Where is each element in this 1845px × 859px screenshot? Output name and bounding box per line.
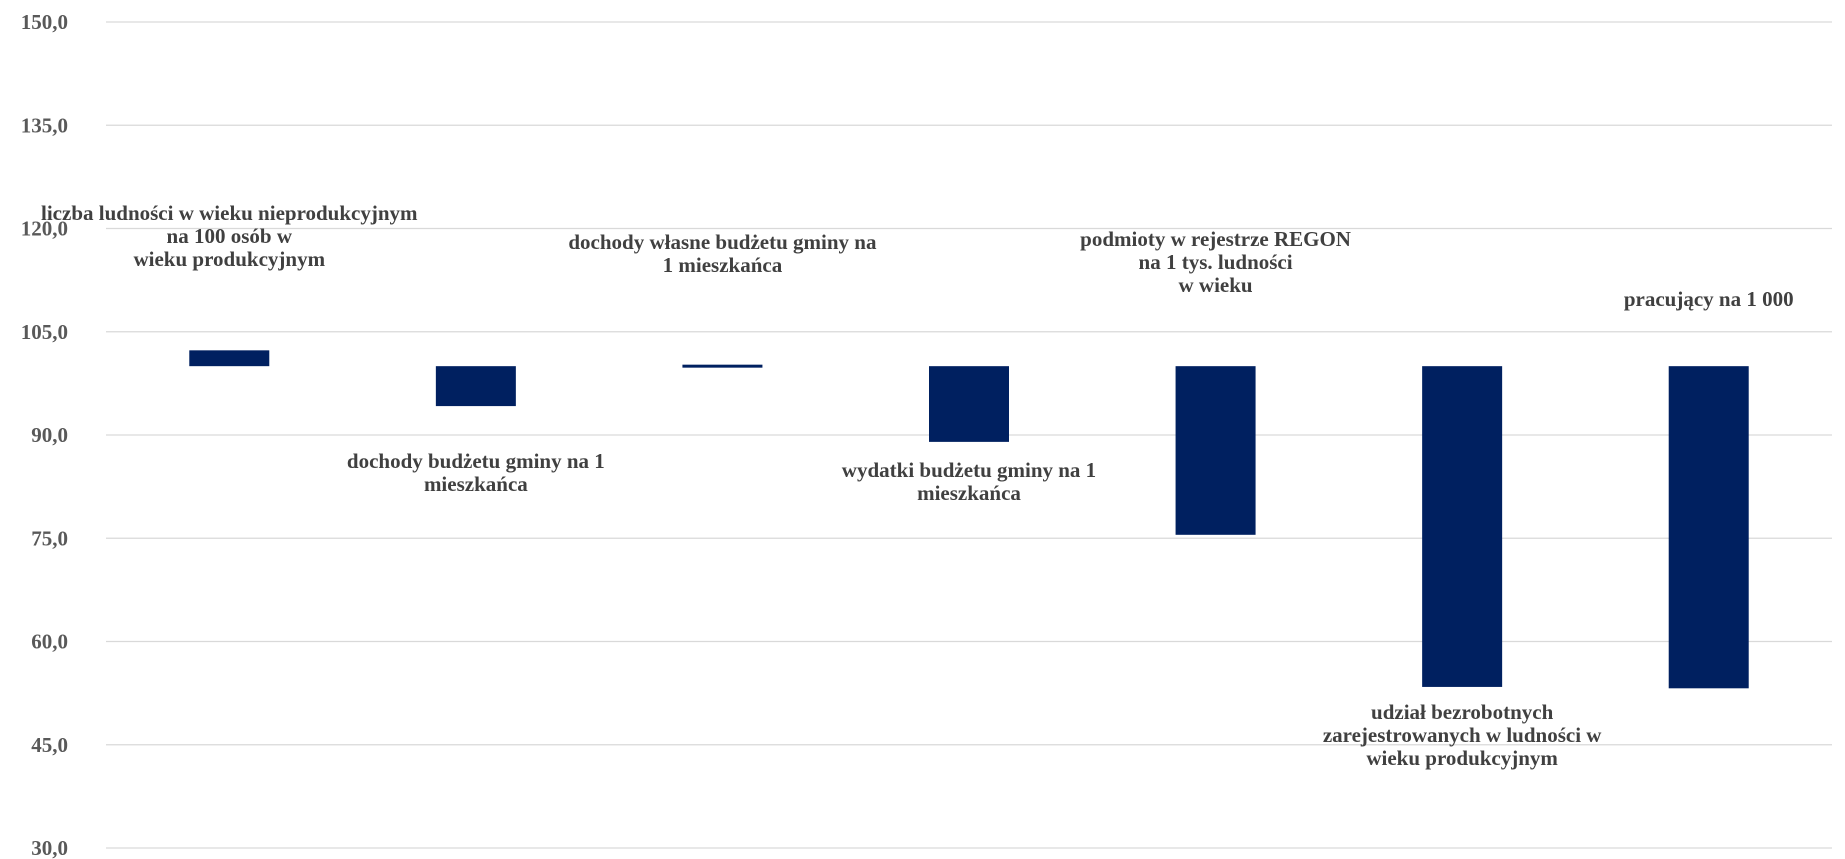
bar (189, 350, 270, 367)
y-tick-label: 75,0 (31, 526, 68, 550)
y-tick-label: 90,0 (31, 423, 68, 447)
y-tick-label: 120,0 (21, 217, 68, 241)
category-label: podmioty w rejestrze REGON na 1 tys. ludn… (1080, 227, 1351, 297)
y-tick-label: 60,0 (31, 630, 68, 654)
bar (435, 366, 516, 407)
bar (1175, 366, 1256, 535)
bar (1668, 366, 1749, 689)
category-label: dochody budżetu gminy na 1 mieszkańca (347, 449, 605, 496)
bars (189, 350, 1749, 689)
category-label: wydatki budżetu gminy na 1 mieszkańca (842, 458, 1096, 505)
y-tick-label: 45,0 (31, 733, 68, 757)
category-labels: liczba ludności w wieku nieprodukcyjnym n… (41, 201, 1794, 770)
y-tick-label: 30,0 (31, 836, 68, 859)
y-tick-label: 105,0 (21, 320, 68, 344)
bar (682, 364, 763, 368)
category-label: dochody własne budżetu gminy na 1 mieszka… (568, 230, 877, 277)
y-tick-label: 135,0 (21, 113, 68, 137)
category-label: udział bezrobotnych zarejestrowanych w lu… (1323, 700, 1602, 770)
category-label: liczba ludności w wieku nieprodukcyjnym n… (41, 201, 418, 271)
y-tick-label: 150,0 (21, 10, 68, 34)
y-axis-tick-labels: 150,0 135,0 120,0 105,0 90,0 75,0 60,0 45,0 30,0 (21, 10, 68, 859)
bar (929, 366, 1009, 442)
bar (1422, 366, 1503, 687)
category-label: pracujący na 1 000 (1624, 287, 1794, 311)
